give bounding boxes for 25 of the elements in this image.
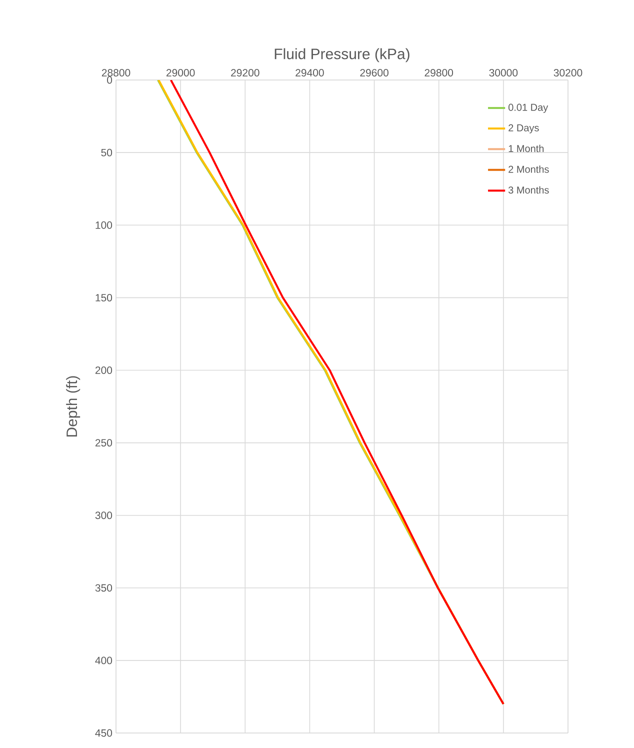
y-tick-label: 350 xyxy=(95,584,112,592)
x-tick-label: 29000 xyxy=(166,69,195,76)
y-tick-label: 0 xyxy=(107,76,112,84)
x-tick-label: 30000 xyxy=(489,69,518,76)
x-tick-label: 28800 xyxy=(102,69,130,76)
y-tick-label: 450 xyxy=(95,729,112,737)
legend-label: 1 Month xyxy=(508,144,544,152)
legend-label: 0.01 Day xyxy=(508,104,548,113)
x-tick-label: 29800 xyxy=(424,69,454,76)
x-tick-label: 30200 xyxy=(554,69,582,76)
x-axis-title: Fluid Pressure (kPa) xyxy=(274,48,410,62)
y-tick-label: 100 xyxy=(96,221,112,229)
x-tick-label: 29600 xyxy=(360,69,388,76)
y-tick-label: 50 xyxy=(101,148,112,156)
y-tick-label: 300 xyxy=(95,512,112,520)
x-tick-label: 29200 xyxy=(231,69,260,76)
y-tick-label: 200 xyxy=(95,366,112,374)
y-tick-label: 150 xyxy=(96,294,112,302)
legend-label: 2 Days xyxy=(508,124,539,134)
y-tick-label: 400 xyxy=(95,656,112,664)
y-axis-title: Depth (ft) xyxy=(66,376,80,437)
x-tick-label: 29400 xyxy=(296,69,324,76)
legend-label: 3 Months xyxy=(508,186,549,194)
legend-label: 2 Months xyxy=(508,166,549,173)
y-tick-label: 250 xyxy=(95,439,112,447)
